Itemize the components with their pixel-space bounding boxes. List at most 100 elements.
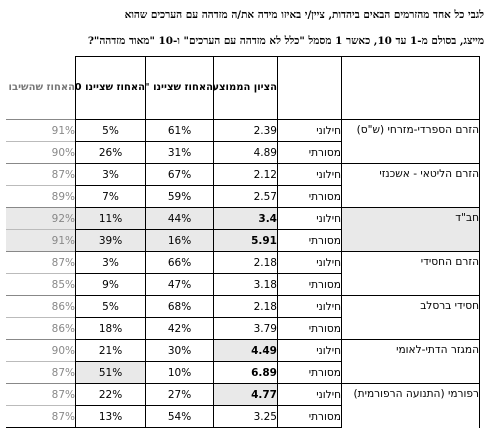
header-identify-percent: האחוז שציינו 8-10 – "מזדהה" bbox=[75, 56, 146, 120]
not-identify-cell: 44% bbox=[145, 207, 214, 230]
answered-cell: 85% bbox=[5, 273, 76, 296]
average-score-cell: 6.89 bbox=[213, 361, 278, 384]
average-score-cell: 3.79 bbox=[213, 317, 278, 340]
not-identify-cell: 61% bbox=[145, 119, 214, 142]
sector-cell: מסורתי bbox=[277, 405, 342, 428]
not-identify-cell: 67% bbox=[145, 163, 214, 186]
table-row: הזרם הליטאי - אשכנזי חילוני 2.12 67% 3% 87% bbox=[5, 163, 480, 208]
not-identify-cell: 68% bbox=[145, 295, 214, 318]
table-row: הזרם הספרדי-מזרחי (ש"ס) חילוני 2.39 61% 5% 91… bbox=[5, 119, 480, 164]
not-identify-cell: 59% bbox=[145, 185, 214, 208]
header-answered-percent: האחוז שהשיבו דעה bbox=[5, 56, 76, 120]
identify-cell: 9% bbox=[75, 273, 146, 296]
sector-cell: מסורתי bbox=[277, 273, 342, 296]
identify-cell: 13% bbox=[75, 405, 146, 428]
identify-cell: 21% bbox=[75, 339, 146, 362]
header-average-score: הציון הממוצע בין 1-10 bbox=[213, 56, 278, 120]
identify-cell: 51% bbox=[75, 361, 146, 384]
not-identify-cell: 54% bbox=[145, 405, 214, 428]
average-score-cell: 4.49 bbox=[213, 339, 278, 362]
table-row: מסורתי 2.57 59% 7% 89% bbox=[5, 185, 480, 208]
answered-cell: 87% bbox=[5, 163, 76, 186]
sector-cell: חילוני bbox=[277, 119, 342, 142]
group-name: הזרם הליטאי - אשכנזי bbox=[341, 163, 480, 208]
identify-cell: 7% bbox=[75, 185, 146, 208]
table-row: מסורתי 3.25 54% 13% 87% bbox=[5, 405, 480, 428]
average-score-cell: 2.18 bbox=[213, 295, 278, 318]
answered-cell: 92% bbox=[5, 207, 76, 230]
sector-cell: חילוני bbox=[277, 251, 342, 274]
answered-cell: 91% bbox=[5, 119, 76, 142]
not-identify-cell: 30% bbox=[145, 339, 214, 362]
sector-cell: מסורתי bbox=[277, 361, 342, 384]
average-score-cell: 2.39 bbox=[213, 119, 278, 142]
header-not-identify-percent: האחוז שציינו "1" – כלל לא מזדהה bbox=[145, 56, 214, 120]
sector-cell: חילוני bbox=[277, 383, 342, 406]
group-name: רפורמי (התנועה הרפורמית) bbox=[341, 383, 480, 428]
answered-cell: 87% bbox=[5, 383, 76, 406]
group-name: המגזר הדתי-לאומי bbox=[341, 339, 480, 384]
table-row: מסורתי 3.79 42% 18% 86% bbox=[5, 317, 480, 340]
sector-cell: חילוני bbox=[277, 163, 342, 186]
not-identify-cell: 16% bbox=[145, 229, 214, 252]
table-row: המגזר הדתי-לאומי חילוני 4.49 30% 21% 90% bbox=[5, 339, 480, 384]
header-sector bbox=[277, 56, 342, 120]
table-row: חסידי ברסלב חילוני 2.18 68% 5% 86% bbox=[5, 295, 480, 340]
header-group bbox=[341, 56, 480, 120]
sector-cell: חילוני bbox=[277, 207, 342, 230]
identify-cell: 39% bbox=[75, 229, 146, 252]
average-score-cell: 3.25 bbox=[213, 405, 278, 428]
average-score-cell: 5.91 bbox=[213, 229, 278, 252]
answered-cell: 90% bbox=[5, 339, 76, 362]
table-row: מסורתי 6.89 10% 51% 87% bbox=[5, 361, 480, 384]
average-score-cell: 4.77 bbox=[213, 383, 278, 406]
results-table: הציון הממוצע בין 1-10 האחוז שציינו "1" –… bbox=[5, 56, 480, 428]
average-score-cell: 3.4 bbox=[213, 207, 278, 230]
answered-cell: 86% bbox=[5, 295, 76, 318]
answered-cell: 91% bbox=[5, 229, 76, 252]
answered-cell: 89% bbox=[5, 185, 76, 208]
question-line-1: לגבי כל אחד מהזרמים הבאים ביהדות, ציין/י… bbox=[124, 9, 484, 21]
average-score-cell: 2.18 bbox=[213, 251, 278, 274]
answered-cell: 87% bbox=[5, 251, 76, 274]
sector-cell: מסורתי bbox=[277, 317, 342, 340]
answered-cell: 87% bbox=[5, 361, 76, 384]
average-score-cell: 2.57 bbox=[213, 185, 278, 208]
not-identify-cell: 27% bbox=[145, 383, 214, 406]
group-name: הזרם הספרדי-מזרחי (ש"ס) bbox=[341, 119, 480, 164]
table-row: הזרם החסידי חילוני 2.18 66% 3% 87% bbox=[5, 251, 480, 296]
identify-cell: 18% bbox=[75, 317, 146, 340]
identify-cell: 26% bbox=[75, 141, 146, 164]
identify-cell: 3% bbox=[75, 163, 146, 186]
not-identify-cell: 66% bbox=[145, 251, 214, 274]
sector-cell: מסורתי bbox=[277, 185, 342, 208]
identify-cell: 11% bbox=[75, 207, 146, 230]
average-score-cell: 3.18 bbox=[213, 273, 278, 296]
answered-cell: 90% bbox=[5, 141, 76, 164]
table-row: חב"ד חילוני 3.4 44% 11% 92% bbox=[5, 207, 480, 252]
not-identify-cell: 47% bbox=[145, 273, 214, 296]
header-row: הציון הממוצע בין 1-10 האחוז שציינו "1" –… bbox=[5, 56, 480, 120]
table-row: רפורמי (התנועה הרפורמית) חילוני 4.77 27% 22%… bbox=[5, 383, 480, 428]
group-name: חב"ד bbox=[341, 207, 480, 252]
sector-cell: חילוני bbox=[277, 295, 342, 318]
average-score-cell: 4.89 bbox=[213, 141, 278, 164]
table-row: מסורתי 3.18 47% 9% 85% bbox=[5, 273, 480, 296]
identify-cell: 3% bbox=[75, 251, 146, 274]
table-row: מסורתי 4.89 31% 26% 90% bbox=[5, 141, 480, 164]
identify-cell: 5% bbox=[75, 295, 146, 318]
not-identify-cell: 42% bbox=[145, 317, 214, 340]
not-identify-cell: 10% bbox=[145, 361, 214, 384]
identify-cell: 5% bbox=[75, 119, 146, 142]
sector-cell: מסורתי bbox=[277, 229, 342, 252]
not-identify-cell: 31% bbox=[145, 141, 214, 164]
answered-cell: 86% bbox=[5, 317, 76, 340]
average-score-cell: 2.12 bbox=[213, 163, 278, 186]
group-name: הזרם החסידי bbox=[341, 251, 480, 296]
sector-cell: חילוני bbox=[277, 339, 342, 362]
identify-cell: 22% bbox=[75, 383, 146, 406]
answered-cell: 87% bbox=[5, 405, 76, 428]
question-line-2: מייצג, בסולם מ-1 עד 10, כאשר 1 מסמל "כלל… bbox=[87, 35, 484, 47]
table-row: מסורתי 5.91 16% 39% 91% bbox=[5, 229, 480, 252]
survey-question: לגבי כל אחד מהזרמים הבאים ביהדות, ציין/י… bbox=[4, 2, 484, 54]
